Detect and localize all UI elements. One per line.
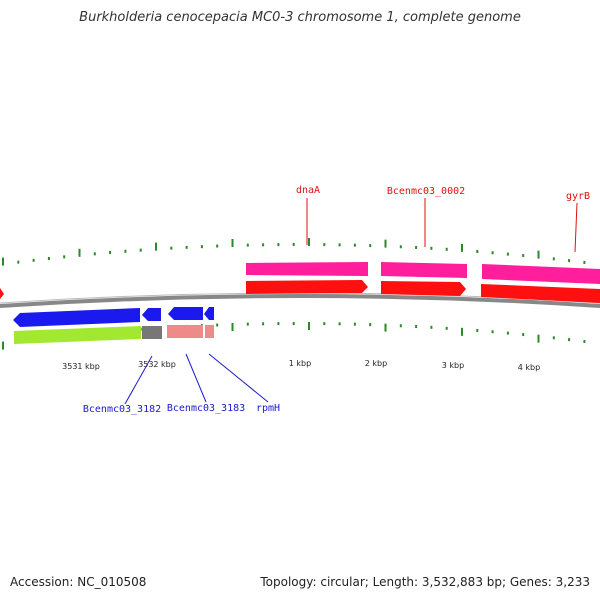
gene-dnaA[interactable] <box>246 262 368 276</box>
accession-text: Accession: NC_010508 <box>10 575 147 589</box>
reverse-label-leaders <box>124 353 269 405</box>
cds-dnaA[interactable] <box>246 280 368 294</box>
label-gyrB: gyrB <box>566 191 590 202</box>
gene-bcenmc03-0002[interactable] <box>381 262 467 278</box>
map-title: Burkholderia cenocepacia MC0-3 chromosom… <box>79 10 521 25</box>
label-bcenmc03-3183: Bcenmc03_3183 <box>167 403 245 414</box>
reverse-genes <box>14 325 214 344</box>
scale-label-1-kbp: 1 kbp <box>289 359 311 368</box>
cds-offscreen-left[interactable] <box>0 288 4 299</box>
chromosome-backbone <box>0 294 600 308</box>
gene-bcenmc03-3182-b[interactable] <box>142 326 162 339</box>
cds-bcenmc03-3182-a[interactable] <box>13 308 140 327</box>
gene-bcenmc03-3182-a[interactable] <box>14 326 141 344</box>
cds-bcenmc03-0002[interactable] <box>381 281 466 296</box>
forward-genes <box>246 262 600 284</box>
cds-rpmH[interactable] <box>204 307 214 320</box>
gene-bcenmc03-3183[interactable] <box>167 325 203 338</box>
scale-label-3532-kbp: 3532 kbp <box>138 360 176 369</box>
label-dnaA: dnaA <box>296 185 320 196</box>
cds-bcenmc03-3183[interactable] <box>168 307 203 320</box>
scale-label-4-kbp: 4 kbp <box>518 363 540 372</box>
tick-marks-top <box>2 238 586 266</box>
label-bcenmc03-0002: Bcenmc03_0002 <box>387 186 465 197</box>
reverse-cds <box>13 307 214 327</box>
gene-gyrB[interactable] <box>482 264 600 284</box>
label-bcenmc03-3182: Bcenmc03_3182 <box>83 404 161 415</box>
forward-cds <box>0 280 600 303</box>
cds-bcenmc03-3182-b[interactable] <box>142 308 161 321</box>
scale-label-3531-kbp: 3531 kbp <box>62 362 100 371</box>
scale-label-2-kbp: 2 kbp <box>365 359 387 368</box>
label-rpmH: rpmH <box>256 403 280 414</box>
gene-rpmH[interactable] <box>205 325 214 338</box>
forward-label-leaders <box>306 198 578 253</box>
scale-label-3-kbp: 3 kbp <box>442 361 464 370</box>
cds-gyrB[interactable] <box>481 284 600 303</box>
genome-summary-text: Topology: circular; Length: 3,532,883 bp… <box>260 575 590 589</box>
